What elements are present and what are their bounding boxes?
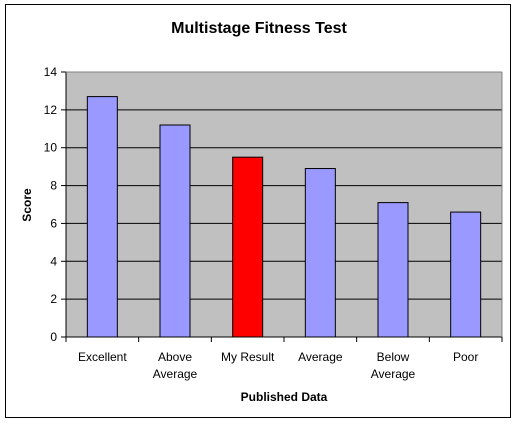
y-tick-labels: 0 2 4 6 8 10 12 14	[44, 65, 58, 344]
x-tick-label: Above Average	[153, 350, 198, 381]
bar-poor	[450, 211, 482, 338]
x-tick-label: My Result	[221, 350, 275, 364]
bar-excellent	[86, 96, 118, 338]
x-tick-label-line: My Result	[221, 350, 275, 364]
x-axis-label: Published Data	[241, 390, 328, 404]
x-tick-label-line: Above	[158, 350, 192, 364]
chart-title: Multistage Fitness Test	[171, 20, 347, 37]
axes	[61, 71, 503, 342]
x-tick-label: Poor	[453, 350, 478, 364]
y-axis-label: Score	[20, 188, 34, 222]
y-tick-label: 12	[44, 103, 58, 117]
bar-above-average	[159, 124, 191, 338]
x-tick-label: Average	[298, 350, 343, 364]
bars	[86, 96, 482, 338]
bar-average	[304, 168, 336, 338]
x-tick-label-line: Excellent	[78, 350, 127, 364]
x-tick-label-line: Poor	[453, 350, 478, 364]
y-tick-label: 6	[50, 216, 57, 230]
y-tick-label: 4	[50, 254, 57, 268]
x-tick-label-line: Average	[371, 367, 416, 381]
y-tick-label: 8	[50, 179, 57, 193]
y-tick-label: 2	[50, 292, 57, 306]
x-tick-label: Below Average	[371, 350, 416, 381]
x-tick-label-line: Average	[298, 350, 343, 364]
x-tick-label: Excellent	[78, 350, 127, 364]
plot-area	[66, 72, 502, 337]
x-tick-label-line: Below	[377, 350, 410, 364]
y-tick-label: 10	[44, 141, 58, 155]
bar-my-result	[232, 156, 264, 338]
y-tick-label: 14	[44, 65, 58, 79]
x-tick-label-line: Average	[153, 367, 198, 381]
y-tick-label: 0	[50, 330, 57, 344]
bar-below-average	[377, 202, 409, 338]
